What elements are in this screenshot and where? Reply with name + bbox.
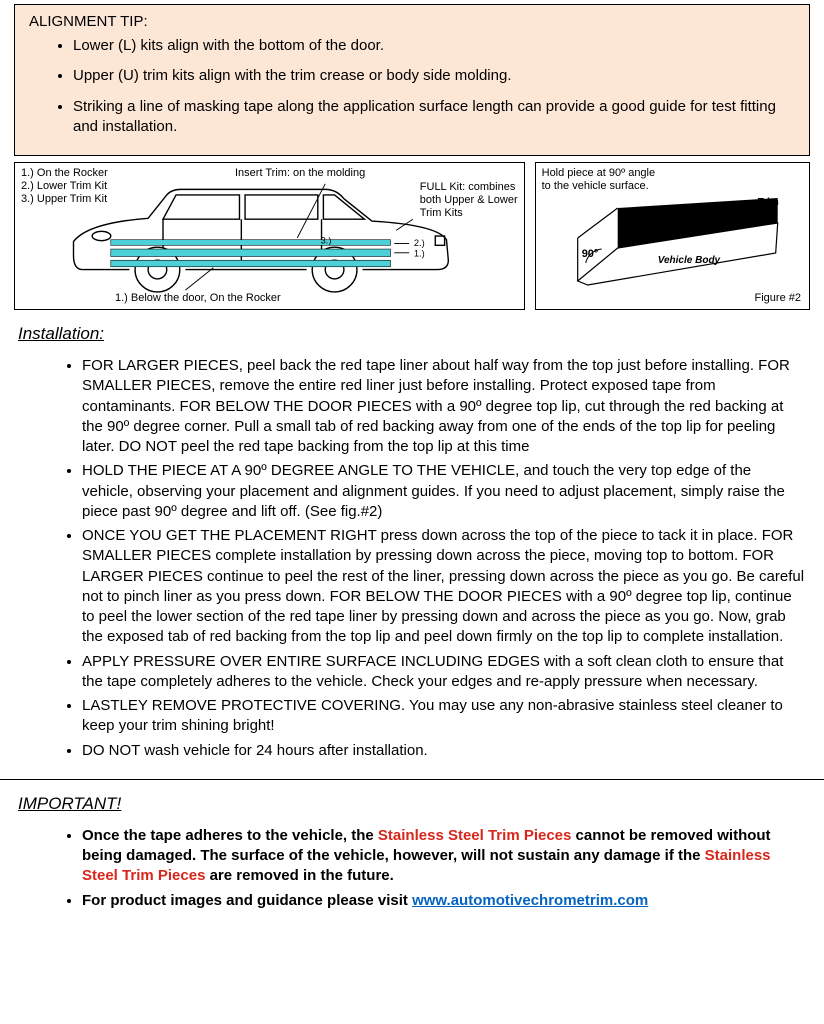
legend-text: 2.) Lower Trim Kit <box>21 180 108 193</box>
below-door-label: Below the door, On the Rocker <box>131 292 281 304</box>
important-item: Once the tape adheres to the vehicle, th… <box>82 826 806 887</box>
install-step: DO NOT wash vehicle for 24 hours after i… <box>82 741 806 761</box>
angle-text-1: Hold piece at 90º angle <box>542 167 803 180</box>
callout-1: 1.) <box>414 249 425 259</box>
vehicle-body-label: Vehicle Body <box>657 255 720 266</box>
product-link[interactable]: www.automotivechrometrim.com <box>412 892 648 909</box>
text: Once the tape adheres to the vehicle, th… <box>82 827 378 844</box>
callout-3: 3.) <box>321 235 332 245</box>
alignment-tip-title: ALIGNMENT TIP: <box>29 13 795 30</box>
figure-2-label: Figure #2 <box>755 292 801 305</box>
alignment-tip-box: ALIGNMENT TIP: Lower (L) kits align with… <box>14 4 810 156</box>
legend-text: 3.) Upper Trim Kit <box>21 193 108 206</box>
angle-text-2: to the vehicle surface. <box>542 180 803 193</box>
insert-trim-label: Insert Trim: on the molding <box>235 167 365 180</box>
callout-1-label: 1.) <box>115 292 128 304</box>
text: For product images and guidance please v… <box>82 892 412 909</box>
full-kit-label: Trim Kits <box>420 207 518 220</box>
installation-heading: Installation: <box>18 324 806 344</box>
callout-2: 2.) <box>414 238 425 248</box>
red-text: Stainless Steel Trim Pieces <box>378 827 571 844</box>
tip-item: Striking a line of masking tape along th… <box>73 97 795 138</box>
installation-list: FOR LARGER PIECES, peel back the red tap… <box>18 356 806 761</box>
angle-90-label: 90° <box>581 248 598 260</box>
tip-item: Upper (U) trim kits align with the trim … <box>73 66 795 86</box>
install-step: HOLD THE PIECE AT A 90º DEGREE ANGLE TO … <box>82 461 806 522</box>
install-step: ONCE YOU GET THE PLACEMENT RIGHT press d… <box>82 526 806 648</box>
install-step: FOR LARGER PIECES, peel back the red tap… <box>82 356 806 457</box>
text: are removed in the future. <box>205 867 393 884</box>
angle-svg: 90° Vehicle Body Trim <box>542 193 803 293</box>
tip-item: Lower (L) kits align with the bottom of … <box>73 36 795 56</box>
important-list: Once the tape adheres to the vehicle, th… <box>18 826 806 911</box>
alignment-tip-list: Lower (L) kits align with the bottom of … <box>29 36 795 137</box>
important-item: For product images and guidance please v… <box>82 891 806 911</box>
important-heading: IMPORTANT! <box>18 794 806 814</box>
trim-label: Trim <box>757 197 778 208</box>
full-kit-label: FULL Kit: combines <box>420 181 518 194</box>
legend-text: 1.) On the Rocker <box>21 167 108 180</box>
divider <box>0 779 824 780</box>
install-step: LASTLEY REMOVE PROTECTIVE COVERING. You … <box>82 696 806 737</box>
car-diagram: 1.) On the Rocker 2.) Lower Trim Kit 3.)… <box>14 162 525 310</box>
diagram-row: 1.) On the Rocker 2.) Lower Trim Kit 3.)… <box>14 162 810 310</box>
install-step: APPLY PRESSURE OVER ENTIRE SURFACE INCLU… <box>82 652 806 693</box>
full-kit-label: both Upper & Lower <box>420 194 518 207</box>
angle-diagram: Hold piece at 90º angle to the vehicle s… <box>535 162 810 310</box>
